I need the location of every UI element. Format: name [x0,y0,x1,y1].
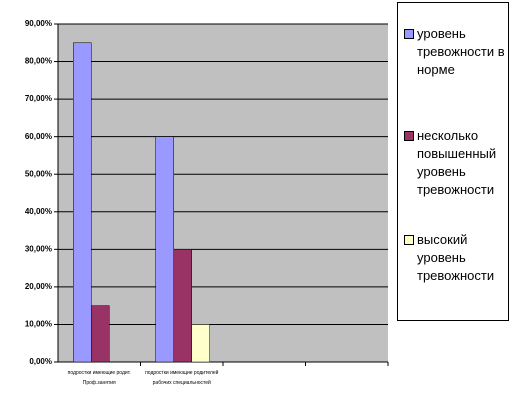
y-tick-label: 10,00% [25,320,52,329]
bar [173,249,192,363]
y-tick-label: 40,00% [25,207,52,216]
y-tick-label: 80,00% [25,57,52,66]
plot-area [58,24,388,362]
y-tick-label: 60,00% [25,132,52,141]
bar [155,136,174,363]
legend: уровень тревожности в норме несколько пов… [397,2,509,321]
legend-label: высокий уровень тревожности [417,232,495,283]
legend-label: несколько повышенный уровень тревожности [417,128,497,197]
bar [91,305,110,363]
y-tick-label: 0,00% [29,357,52,366]
y-tick-label: 30,00% [25,244,52,253]
legend-label: уровень тревожности в норме [417,26,505,77]
bar [73,42,92,363]
bar [191,324,210,363]
y-tick-label: 50,00% [25,169,52,178]
y-tick-label: 90,00% [25,19,52,28]
legend-swatch [404,29,414,39]
y-tick-label: 20,00% [25,282,52,291]
legend-swatch [404,131,414,141]
y-tick-label: 70,00% [25,94,52,103]
x-tick-label: подростки имеющие родит. Проф.занятия [67,370,131,386]
x-tick-label: подростки имеющие родителей рабочих спец… [145,370,219,386]
legend-swatch [404,235,414,245]
